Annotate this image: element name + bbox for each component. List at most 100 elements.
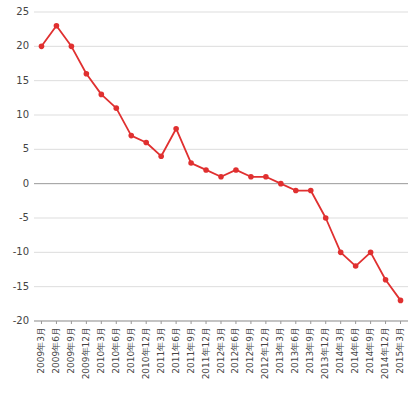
series-marker (263, 174, 269, 180)
series-marker (143, 140, 149, 146)
x-tick-label: 2011年3月 (156, 327, 166, 374)
x-tick-label: 2013年3月 (275, 327, 285, 374)
x-tick (280, 321, 281, 324)
x-tick-label: 2012年6月 (230, 327, 240, 374)
x-tick-label: 2011年6月 (171, 327, 181, 374)
x-tick (56, 321, 57, 324)
series-marker (84, 71, 90, 77)
x-tick-label: 2010年12月 (141, 327, 151, 379)
y-tick-label: -20 (13, 315, 29, 326)
x-tick (161, 321, 162, 324)
zero-line (34, 183, 408, 184)
x-tick-label: 2010年9月 (126, 327, 136, 374)
x-tick (370, 321, 371, 324)
x-tick (101, 321, 102, 324)
x-tick (250, 321, 251, 324)
x-tick (131, 321, 132, 324)
y-tick-labels: -20 -15 -10 -5 0 5 10 15 20 25 (13, 6, 29, 326)
series-marker (99, 92, 105, 98)
y-tick-label: 20 (16, 40, 29, 51)
x-tick (310, 321, 311, 324)
y-tick-label: -15 (13, 281, 29, 292)
y-tick-label: 15 (16, 75, 29, 86)
series-marker (338, 250, 344, 256)
y-tick-label: 25 (16, 6, 29, 17)
series-marker (69, 44, 75, 50)
grid-line (34, 252, 408, 253)
y-tick-label: 5 (23, 143, 29, 154)
series-marker (368, 250, 374, 256)
x-tick-label: 2010年6月 (111, 327, 121, 374)
series-marker (218, 174, 224, 180)
series-marker (353, 263, 359, 269)
x-tick-label: 2015年3月 (395, 327, 405, 374)
x-tick-label: 2014年6月 (350, 327, 360, 374)
x-tick-label: 2011年12月 (201, 327, 211, 379)
y-tick-label: 0 (23, 178, 29, 189)
x-tick (41, 321, 42, 324)
x-tick-label: 2009年3月 (36, 327, 46, 374)
series-marker (203, 167, 209, 173)
y-tick-label: -5 (19, 212, 29, 223)
grid-line (34, 286, 408, 287)
x-tick (176, 321, 177, 324)
x-tick (265, 321, 266, 324)
x-axis: 2009年3月 2009年6月 2009年9月 2009年12月 2010年3月 2010… (36, 321, 405, 379)
x-tick (191, 321, 192, 324)
series-marker (39, 44, 45, 50)
x-tick (340, 321, 341, 324)
grid-line (34, 12, 408, 13)
series-marker (308, 188, 314, 194)
x-tick (295, 321, 296, 324)
x-tick (71, 321, 72, 324)
series-marker (248, 174, 254, 180)
x-tick (206, 321, 207, 324)
x-tick-label: 2014年12月 (380, 327, 390, 379)
x-tick-label: 2012年12月 (260, 327, 270, 379)
series-marker (158, 153, 164, 159)
series-marker (113, 105, 119, 111)
x-tick-label: 2012年3月 (216, 327, 226, 374)
grid-line (34, 46, 408, 47)
x-tick (385, 321, 386, 324)
y-tick-label: 10 (16, 109, 29, 120)
series-marker (54, 23, 60, 29)
x-tick-label: 2013年9月 (305, 327, 315, 374)
grid-line (34, 149, 408, 150)
y-grid (34, 12, 408, 321)
grid-line (34, 218, 408, 219)
series-line (41, 26, 400, 301)
x-tick (116, 321, 117, 324)
series-marker (398, 298, 404, 304)
series-marker (128, 133, 134, 139)
series-marker (293, 188, 299, 194)
series-marker (233, 167, 239, 173)
x-tick (355, 321, 356, 324)
x-tick (325, 321, 326, 324)
x-tick-label: 2012年9月 (245, 327, 255, 374)
x-tick-label: 2009年12月 (81, 327, 91, 379)
x-tick-label: 2011年9月 (186, 327, 196, 374)
series-marker (173, 126, 179, 132)
x-tick-label: 2013年12月 (320, 327, 330, 379)
chart-container: -20-15-10-505101520252009年3月2009年6月2009年… (0, 0, 418, 393)
x-tick-label: 2014年9月 (365, 327, 375, 374)
x-tick-label: 2014年3月 (335, 327, 345, 374)
x-tick-label: 2009年9月 (66, 327, 76, 374)
x-tick (235, 321, 236, 324)
x-tick-label: 2009年6月 (51, 327, 61, 374)
series-marker (383, 277, 389, 283)
x-tick (86, 321, 87, 324)
series-marker (188, 160, 194, 166)
x-tick (221, 321, 222, 324)
chart-svg: -20-15-10-505101520252009年3月2009年6月2009年… (0, 0, 418, 393)
series-marker (278, 181, 284, 187)
x-tick-label: 2013年6月 (290, 327, 300, 374)
x-tick (146, 321, 147, 324)
series-marker (323, 215, 329, 221)
x-tick-label: 2010年3月 (96, 327, 106, 374)
series (39, 23, 404, 303)
y-tick-label: -10 (13, 246, 29, 257)
x-tick (400, 321, 401, 324)
grid-line (34, 115, 408, 116)
